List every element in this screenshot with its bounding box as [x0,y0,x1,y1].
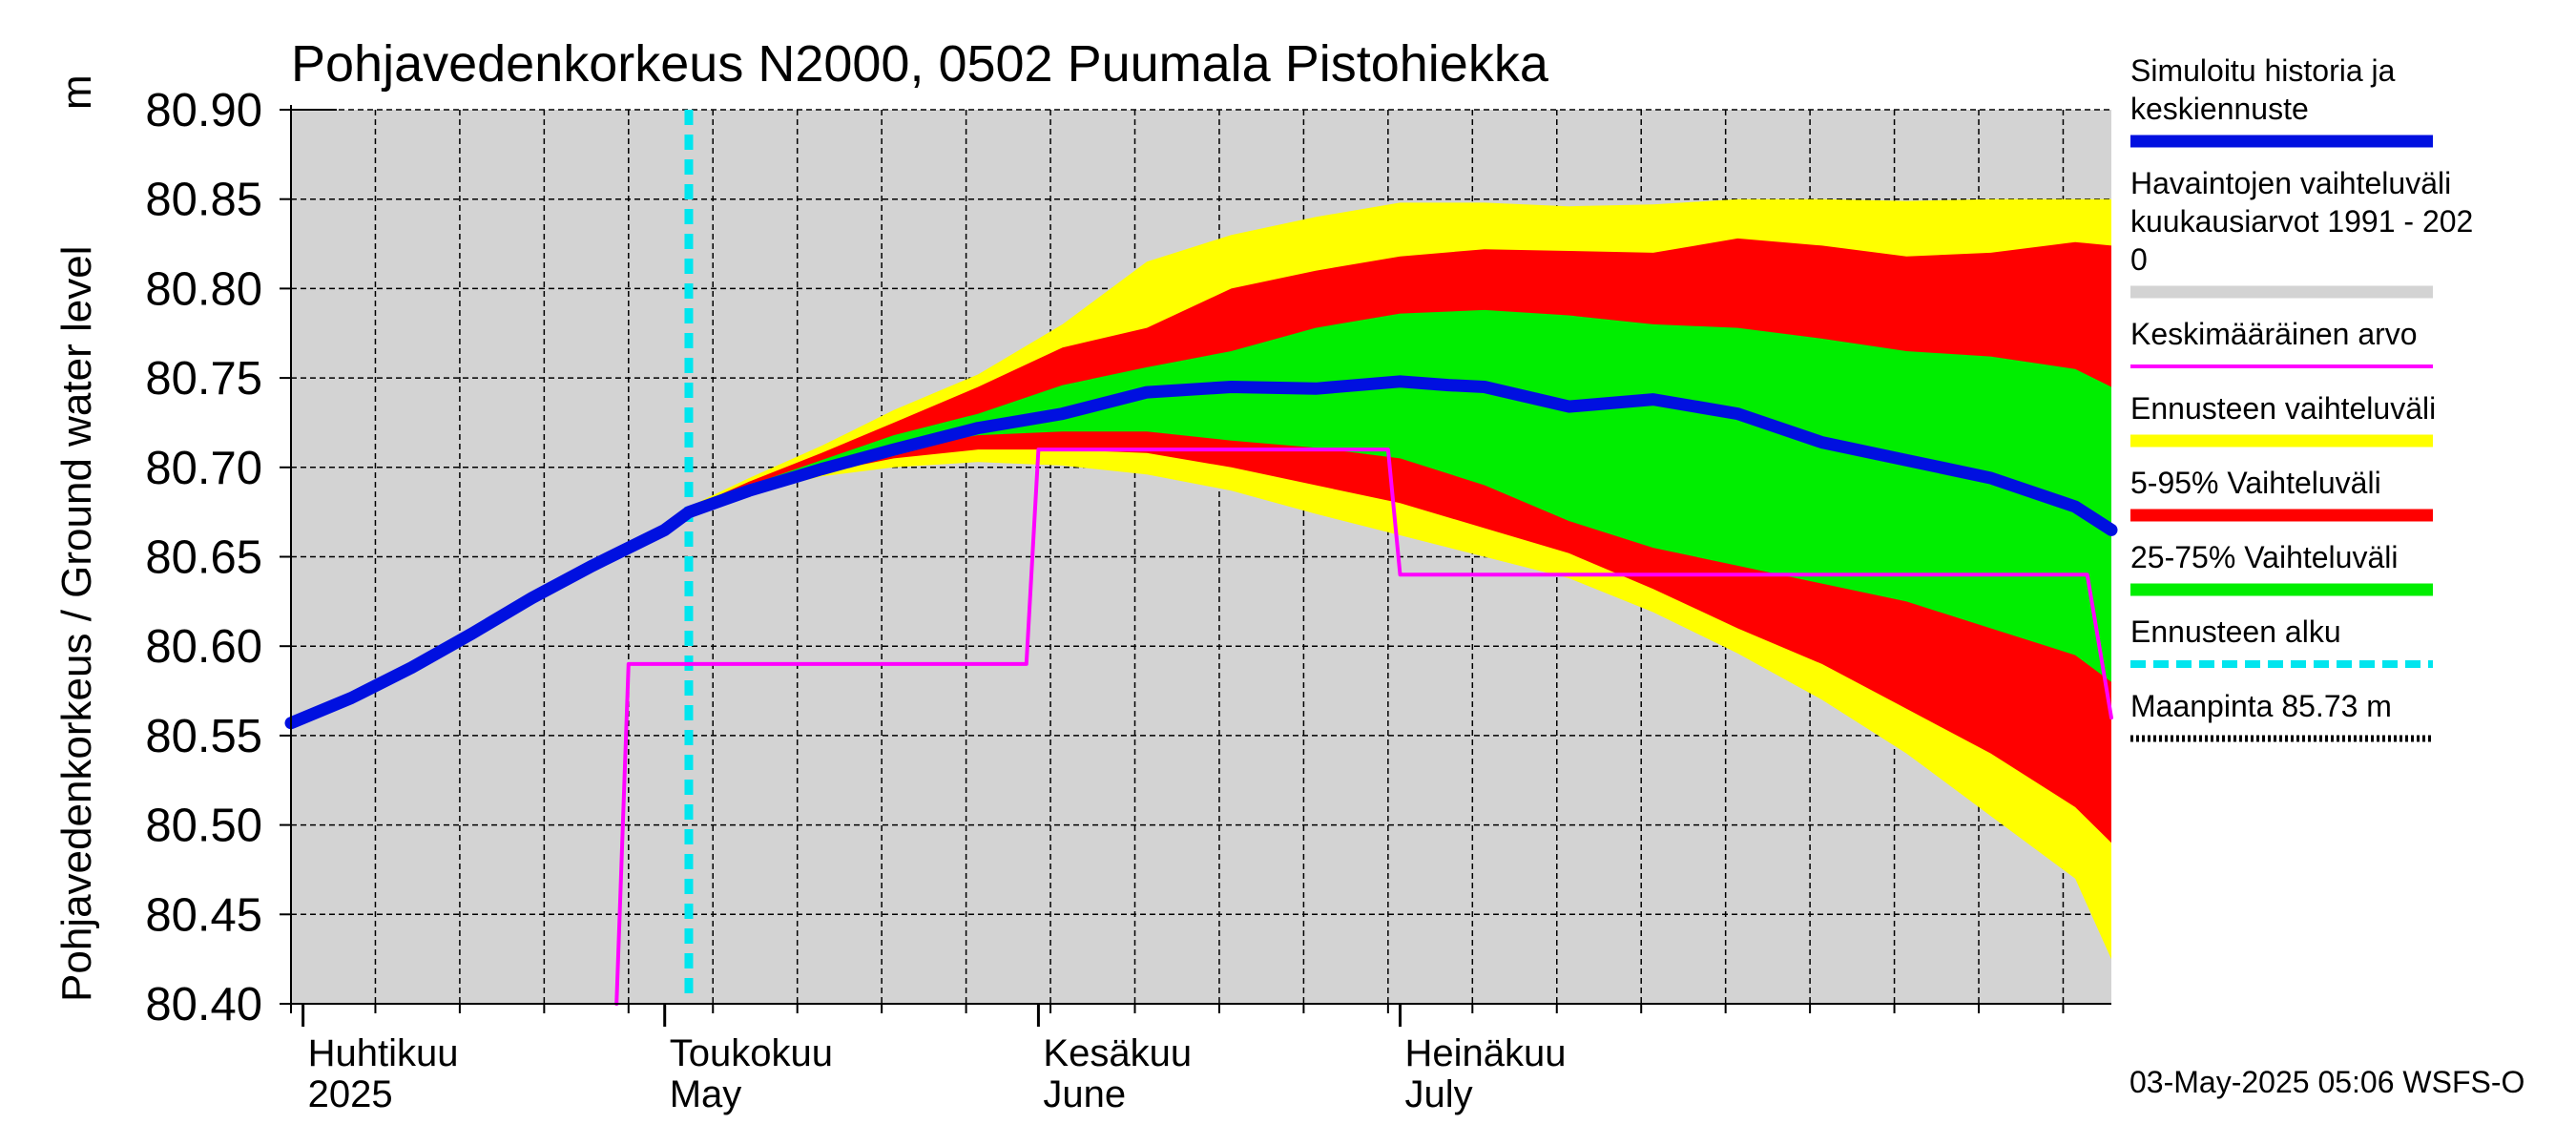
y-tick-label: 80.75 [145,353,262,405]
y-tick-label: 80.45 [145,889,262,941]
month-label-fi: Kesäkuu [1043,1032,1192,1074]
month-label-fi: Toukokuu [670,1032,833,1074]
legend-label: kuukausiarvot 1991 - 202 [2130,204,2473,239]
y-tick-label: 80.85 [145,175,262,226]
legend-label: Ennusteen vaihteluväli [2130,391,2436,426]
month-label-fi: Huhtikuu [308,1032,459,1074]
legend-label: Ennusteen alku [2130,614,2341,649]
y-tick-label: 80.80 [145,263,262,315]
legend-label: Simuloitu historia ja [2130,53,2396,88]
chart-title: Pohjavedenkorkeus N2000, 0502 Puumala Pi… [291,35,1549,93]
legend-label: Havaintojen vaihteluväli [2130,166,2451,200]
band-25-75 [689,309,2111,682]
month-label-en: June [1043,1073,1126,1115]
y-axis-unit: m [53,74,100,110]
month-label-en: 2025 [308,1073,393,1115]
legend-label: 25-75% Vaihteluväli [2130,540,2398,574]
y-tick-label: 80.65 [145,532,262,584]
legend: Simuloitu historia ja keskiennuste Havaint… [2130,53,2473,742]
y-tick-label: 80.70 [145,443,262,494]
y-tick-label: 80.40 [145,979,262,1030]
legend-label: 0 [2130,242,2148,277]
legend-label: 5-95% Vaihteluväli [2130,466,2381,500]
month-label-en: July [1404,1073,1472,1115]
y-axis-label: Pohjavedenkorkeus / Ground water level [53,246,100,1002]
y-tick-labels: 80.90 80.85 80.80 80.75 80.70 80.65 80.60 80.55… [145,85,291,1030]
y-tick-label: 80.50 [145,801,262,852]
y-tick-label: 80.90 [145,85,262,136]
simulated-history-forecast-line [284,375,2118,730]
y-tick-label: 80.55 [145,711,262,762]
month-label-fi: Heinäkuu [1404,1032,1566,1074]
plot-area [284,105,2118,1006]
legend-label: Maanpinta 85.73 m [2130,689,2392,723]
month-label-en: May [670,1073,742,1115]
legend-label: Keskimääräinen arvo [2130,317,2418,351]
legend-label: keskiennuste [2130,92,2309,126]
mean-value-line [614,448,2113,1006]
timestamp-footer: 03-May-2025 05:06 WSFS-O [2129,1065,2524,1099]
y-tick-label: 80.60 [145,621,262,673]
